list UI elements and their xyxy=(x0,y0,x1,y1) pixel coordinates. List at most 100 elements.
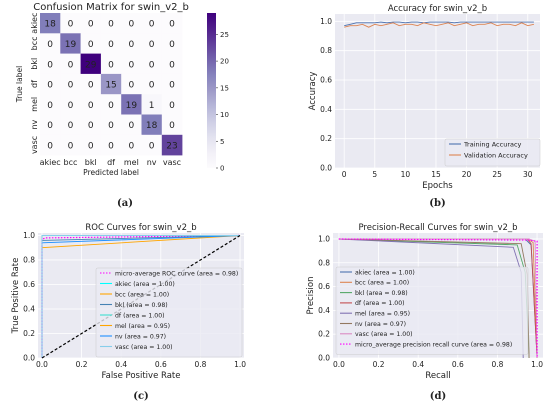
legend-entry: mel (area = 0.95) xyxy=(115,323,170,330)
cell-value: 0 xyxy=(149,20,155,30)
panel-label: (a) xyxy=(117,198,133,209)
y-tick-label: 1.0 xyxy=(320,17,332,26)
heatmap-cell xyxy=(121,94,142,115)
cell-value: 0 xyxy=(68,20,74,30)
legend-entry: Training Accuracy xyxy=(463,140,522,148)
heatmap-cell xyxy=(80,13,102,34)
heatmap-cell xyxy=(161,114,183,136)
legend-entry: bcc (area = 1.00) xyxy=(355,280,409,287)
heatmap-cell xyxy=(60,13,81,34)
panel-label: (c) xyxy=(133,391,149,402)
heatmap-cell xyxy=(60,33,81,54)
cell-value: 0 xyxy=(108,121,114,131)
cell-value: 1 xyxy=(149,101,155,111)
cell-value: 0 xyxy=(169,121,175,131)
x-tick-label: 0 xyxy=(342,170,347,179)
legend-entry: vasc (area = 1.00) xyxy=(355,331,413,338)
heatmap-cell xyxy=(141,33,163,54)
y-tick-label: 1.0 xyxy=(318,234,330,243)
legend-entry: bkl (area = 0.98) xyxy=(355,290,408,297)
cell-value: 0 xyxy=(68,121,74,131)
heatmap-cell xyxy=(100,33,122,54)
legend-entry: nv (area = 0.97) xyxy=(115,333,166,340)
x-axis-label: Predicted label xyxy=(83,168,139,177)
heatmap-cell xyxy=(80,134,102,156)
cell-value: 0 xyxy=(88,101,94,111)
legend-entry: micro_average precision recall curve (ar… xyxy=(355,341,512,348)
x-tick-label: bcc xyxy=(64,158,78,167)
heatmap-cell xyxy=(40,73,61,95)
cell-value: 18 xyxy=(146,121,158,131)
y-tick-label: nv xyxy=(30,119,39,129)
heatmap-cell xyxy=(161,94,183,115)
x-tick-label: 0.8 xyxy=(194,360,206,369)
heatmap-cell xyxy=(60,53,81,75)
cell-value: 0 xyxy=(128,81,134,91)
heatmap-cell xyxy=(161,134,183,156)
cell-value: 0 xyxy=(68,101,74,111)
y-tick-label: bkl xyxy=(30,58,39,70)
y-tick-label: df xyxy=(30,80,39,88)
y-tick-label: 0.0 xyxy=(23,354,35,363)
x-tick-label: 30 xyxy=(523,170,533,179)
chart-title: Precision-Recall Curves for swin_v2_b xyxy=(358,223,517,233)
heatmap-cell xyxy=(121,73,142,95)
cell-value: 0 xyxy=(149,40,155,50)
cell-value: 0 xyxy=(68,141,74,151)
cell-value: 0 xyxy=(169,40,175,50)
legend-entry: df (area = 1.00) xyxy=(115,312,165,319)
x-tick-label: bkl xyxy=(85,158,97,167)
x-tick-label: 5 xyxy=(372,170,377,179)
cell-value: 0 xyxy=(128,20,134,30)
cell-value: 0 xyxy=(47,141,53,151)
colorbar-tick-label: 20 xyxy=(220,58,229,66)
cell-value: 0 xyxy=(108,40,114,50)
cell-value: 0 xyxy=(149,81,155,91)
cell-value: 0 xyxy=(128,121,134,131)
heatmap-cell xyxy=(100,53,122,75)
cell-value: 0 xyxy=(149,141,155,151)
precision-recall-panel: 0.0 0.2 0.4 0.6 0.8 1.0 0.0 0.2 0.4 0.6 0.8 1.0 Reca… xyxy=(306,223,543,402)
cell-value: 0 xyxy=(108,101,114,111)
x-tick-label: nv xyxy=(147,158,157,167)
x-tick-label: 0.0 xyxy=(36,360,48,369)
cell-value: 0 xyxy=(88,141,94,151)
cell-value: 0 xyxy=(169,81,175,91)
heatmap-cell xyxy=(161,73,183,95)
x-tick-label: df xyxy=(107,158,115,167)
colorbar-tick-label: 25 xyxy=(220,31,229,39)
cell-value: 0 xyxy=(47,81,53,91)
y-axis-label: Precision xyxy=(306,277,316,315)
y-axis-label: Accuracy xyxy=(308,72,318,111)
colorbar-tick-label: 15 xyxy=(220,84,229,92)
cell-value: 18 xyxy=(44,20,56,30)
heatmap-cell xyxy=(80,114,102,136)
x-tick-label: 15 xyxy=(431,170,441,179)
x-tick-label: 0.8 xyxy=(491,360,503,369)
legend-entry: akiec (area = 1.00) xyxy=(355,269,415,276)
x-axis-label: Recall xyxy=(425,371,450,381)
x-tick-label: 1.0 xyxy=(234,360,246,369)
heatmap-cell xyxy=(40,33,61,54)
y-tick-label: akiec xyxy=(30,13,39,34)
heatmap-cell xyxy=(40,13,61,34)
y-tick-label: 0.4 xyxy=(23,304,35,313)
cell-value: 0 xyxy=(128,141,134,151)
y-tick-label: 0.6 xyxy=(318,282,330,291)
legend-entry: akiec (area = 1.00) xyxy=(115,281,175,288)
heatmap-cell xyxy=(141,134,163,156)
cell-value: 0 xyxy=(108,141,114,151)
colorbar xyxy=(207,13,216,168)
heatmap-cell xyxy=(161,33,183,54)
cell-value: 19 xyxy=(126,101,138,111)
heatmap-cell xyxy=(80,33,102,54)
series-line-0 xyxy=(344,21,534,27)
y-tick-label: 0.4 xyxy=(318,306,330,315)
x-tick-label: 10 xyxy=(401,170,411,179)
y-tick-label: 0.6 xyxy=(23,280,35,289)
y-tick-label: 0.2 xyxy=(320,134,332,143)
cell-value: 15 xyxy=(105,81,116,91)
chart-title: ROC Curves for swin_v2_b xyxy=(85,223,196,233)
heatmap-cell xyxy=(40,94,61,115)
x-tick-label: 0.2 xyxy=(76,360,88,369)
